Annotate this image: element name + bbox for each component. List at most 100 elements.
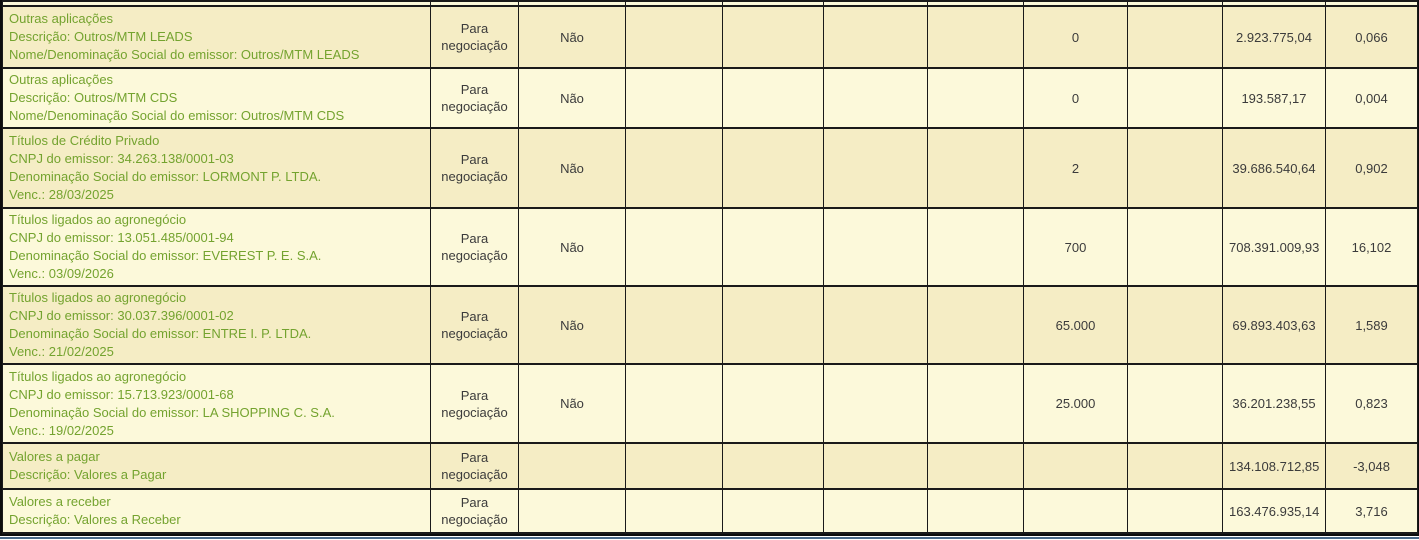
asset-description-cell: Títulos de Crédito Privado CNPJ do emiss… xyxy=(2,127,431,209)
empty-cell xyxy=(927,127,1024,209)
classification-cell: Para negociação xyxy=(430,5,519,69)
asset-description-cell: Outras aplicações Descrição: Outros/MTM … xyxy=(2,67,431,129)
market-value-cell: 708.391.009,93 xyxy=(1222,207,1326,287)
quantity-cell: 0 xyxy=(1023,67,1128,129)
clipped-row-sliver xyxy=(2,0,1418,7)
empty-cell xyxy=(927,67,1024,129)
quantity-cell xyxy=(1023,488,1128,534)
empty-cell xyxy=(722,442,824,490)
market-value-cell: 134.108.712,85 xyxy=(1222,442,1326,490)
percent-cell: -3,048 xyxy=(1325,442,1418,490)
classification-cell: Para negociação xyxy=(430,127,519,209)
quantity-cell: 25.000 xyxy=(1023,363,1128,444)
empty-cell xyxy=(927,285,1024,365)
quantity-cell: 700 xyxy=(1023,207,1128,287)
classification-cell: Para negociação xyxy=(430,67,519,129)
quantity-cell: 2 xyxy=(1023,127,1128,209)
empty-cell xyxy=(927,5,1024,69)
asset-row: Outras aplicações Descrição: Outros/MTM … xyxy=(2,5,1418,69)
negotiated-flag-cell xyxy=(518,488,626,534)
empty-cell xyxy=(1127,5,1223,69)
percent-cell: 16,102 xyxy=(1325,207,1418,287)
empty-cell xyxy=(722,67,824,129)
empty-cell xyxy=(625,488,723,534)
empty-cell xyxy=(823,363,928,444)
market-value-cell: 69.893.403,63 xyxy=(1222,285,1326,365)
empty-cell xyxy=(722,127,824,209)
empty-cell xyxy=(625,127,723,209)
market-value-cell: 163.476.935,14 xyxy=(1222,488,1326,534)
percent-cell: 0,004 xyxy=(1325,67,1418,129)
market-value-cell: 39.686.540,64 xyxy=(1222,127,1326,209)
percent-cell: 0,066 xyxy=(1325,5,1418,69)
asset-row: Outras aplicações Descrição: Outros/MTM … xyxy=(2,67,1418,129)
empty-cell xyxy=(927,363,1024,444)
empty-cell xyxy=(1127,207,1223,287)
classification-cell: Para negociação xyxy=(430,488,519,534)
asset-row: Valores a receber Descrição: Valores a R… xyxy=(2,488,1418,534)
empty-cell xyxy=(722,207,824,287)
asset-description-cell: Valores a receber Descrição: Valores a R… xyxy=(2,488,431,534)
empty-cell xyxy=(927,442,1024,490)
empty-cell xyxy=(823,207,928,287)
negotiated-flag-cell: Não xyxy=(518,5,626,69)
empty-cell xyxy=(1127,67,1223,129)
empty-cell xyxy=(625,5,723,69)
empty-cell xyxy=(625,285,723,365)
negotiated-flag-cell xyxy=(518,442,626,490)
asset-row: Valores a pagar Descrição: Valores a Pag… xyxy=(2,442,1418,490)
empty-cell xyxy=(722,5,824,69)
empty-cell xyxy=(625,363,723,444)
asset-row: Títulos ligados ao agronegócio CNPJ do e… xyxy=(2,285,1418,365)
asset-description-cell: Títulos ligados ao agronegócio CNPJ do e… xyxy=(2,285,431,365)
quantity-cell xyxy=(1023,442,1128,490)
classification-cell: Para negociação xyxy=(430,285,519,365)
asset-description-cell: Valores a pagar Descrição: Valores a Pag… xyxy=(2,442,431,490)
empty-cell xyxy=(823,285,928,365)
clipped-cell xyxy=(1325,0,1418,7)
negotiated-flag-cell: Não xyxy=(518,285,626,365)
quantity-cell: 65.000 xyxy=(1023,285,1128,365)
empty-cell xyxy=(625,207,723,287)
market-value-cell: 193.587,17 xyxy=(1222,67,1326,129)
asset-row: Títulos de Crédito Privado CNPJ do emiss… xyxy=(2,127,1418,209)
classification-cell: Para negociação xyxy=(430,442,519,490)
asset-description-cell: Títulos ligados ao agronegócio CNPJ do e… xyxy=(2,363,431,444)
percent-cell: 1,589 xyxy=(1325,285,1418,365)
negotiated-flag-cell: Não xyxy=(518,363,626,444)
empty-cell xyxy=(927,488,1024,534)
empty-cell xyxy=(823,67,928,129)
empty-cell xyxy=(625,67,723,129)
asset-description-cell: Títulos ligados ao agronegócio CNPJ do e… xyxy=(2,207,431,287)
empty-cell xyxy=(1127,285,1223,365)
empty-cell xyxy=(1127,442,1223,490)
market-value-cell: 36.201.238,55 xyxy=(1222,363,1326,444)
asset-row: Títulos ligados ao agronegócio CNPJ do e… xyxy=(2,207,1418,287)
empty-cell xyxy=(1127,127,1223,209)
asset-description-cell: Outras aplicações Descrição: Outros/MTM … xyxy=(2,5,431,69)
negotiated-flag-cell: Não xyxy=(518,207,626,287)
bottom-accent-line xyxy=(0,537,1419,539)
classification-cell: Para negociação xyxy=(430,207,519,287)
empty-cell xyxy=(722,285,824,365)
empty-cell xyxy=(823,127,928,209)
empty-cell xyxy=(1127,363,1223,444)
percent-cell: 3,716 xyxy=(1325,488,1418,534)
classification-cell: Para negociação xyxy=(430,363,519,444)
empty-cell xyxy=(625,442,723,490)
percent-cell: 0,823 xyxy=(1325,363,1418,444)
empty-cell xyxy=(1127,488,1223,534)
empty-cell xyxy=(823,442,928,490)
empty-cell xyxy=(722,488,824,534)
empty-cell xyxy=(823,488,928,534)
negotiated-flag-cell: Não xyxy=(518,127,626,209)
asset-row: Títulos ligados ao agronegócio CNPJ do e… xyxy=(2,363,1418,444)
percent-cell: 0,902 xyxy=(1325,127,1418,209)
empty-cell xyxy=(722,363,824,444)
empty-cell xyxy=(927,207,1024,287)
negotiated-flag-cell: Não xyxy=(518,67,626,129)
